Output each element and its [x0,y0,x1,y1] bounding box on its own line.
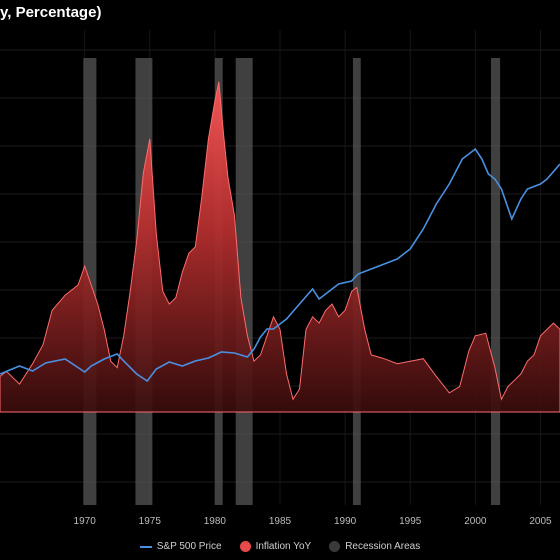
x-tick-label: 1985 [269,516,292,527]
line-swatch-icon [139,545,152,548]
dot-swatch-icon [329,541,341,552]
x-tick-label: 2000 [464,516,487,527]
legend: S&P 500 Price Inflation YoY Recession Ar… [0,541,560,552]
x-tick-label: 1970 [74,516,97,527]
sp500-line [0,147,560,383]
legend-item-inflation[interactable]: Inflation YoY [239,541,312,552]
x-tick-label: 2005 [529,516,552,527]
x-tick-label: 1990 [334,516,357,527]
x-tick-label: 1980 [204,516,227,527]
legend-item-recession[interactable]: Recession Areas [329,541,420,552]
x-tick-label: 1995 [399,516,422,527]
legend-item-sp500[interactable]: S&P 500 Price [139,541,222,552]
x-tick-label: 1975 [139,516,162,527]
recession-band [352,58,361,505]
legend-label-inflation: Inflation YoY [255,541,312,552]
legend-label-recession: Recession Areas [345,541,421,552]
inflation-area [0,81,560,413]
legend-label-sp500: S&P 500 Price [156,541,222,552]
chart-title: y, Percentage) [0,4,102,21]
dot-swatch-icon [239,541,251,552]
recession-band [490,58,501,505]
